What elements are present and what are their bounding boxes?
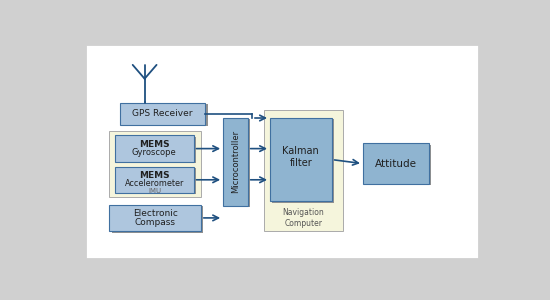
Bar	[264, 110, 343, 231]
Text: IMU: IMU	[148, 188, 162, 194]
Bar	[109, 131, 201, 196]
Text: Accelerometer: Accelerometer	[124, 179, 184, 188]
Bar	[363, 143, 429, 184]
Bar	[115, 167, 194, 193]
Bar	[365, 145, 432, 185]
Text: Kalman: Kalman	[283, 146, 319, 156]
Bar	[117, 137, 196, 163]
Text: Navigation
Computer: Navigation Computer	[283, 208, 324, 228]
Text: filter: filter	[289, 158, 312, 168]
Bar	[226, 119, 250, 207]
Text: MEMS: MEMS	[139, 140, 169, 149]
Text: Electronic: Electronic	[133, 209, 178, 218]
Bar	[272, 119, 334, 202]
Bar	[112, 206, 204, 232]
Text: GPS Receiver: GPS Receiver	[133, 110, 193, 118]
Bar	[117, 168, 196, 194]
Text: Gyroscope: Gyroscope	[132, 148, 177, 157]
Bar	[115, 135, 194, 162]
Text: Compass: Compass	[135, 218, 175, 226]
Bar	[270, 118, 332, 201]
Bar	[123, 104, 208, 126]
Text: MEMS: MEMS	[139, 171, 169, 180]
Bar	[109, 205, 201, 231]
Bar	[223, 118, 248, 206]
Bar	[120, 103, 205, 125]
Text: Microcontroller: Microcontroller	[231, 130, 240, 194]
Text: Attitude: Attitude	[375, 159, 417, 169]
